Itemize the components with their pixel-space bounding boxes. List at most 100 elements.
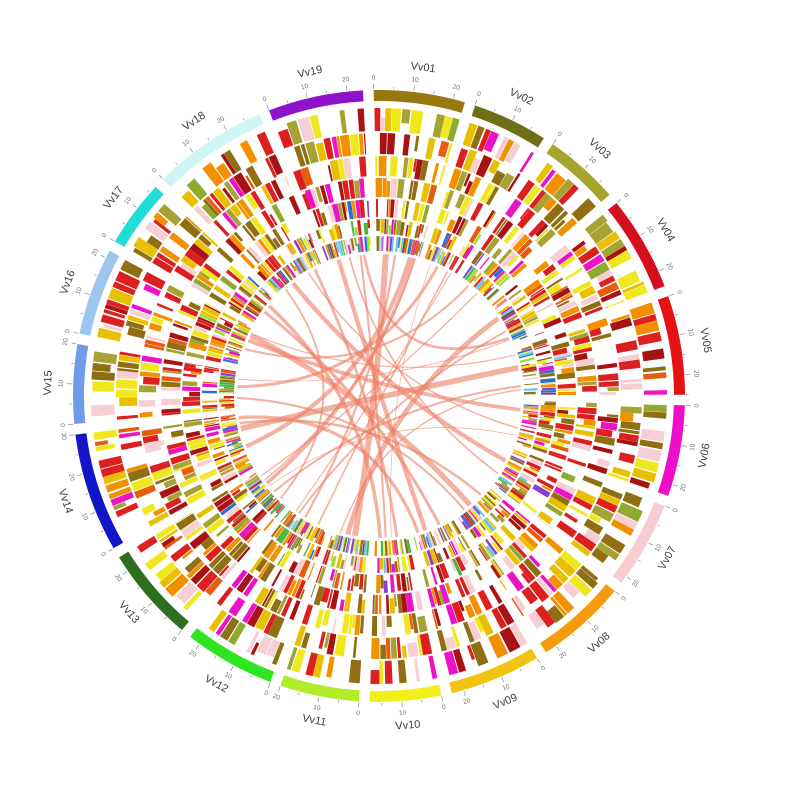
tile [229, 305, 241, 314]
tile [204, 422, 216, 426]
tile [351, 200, 357, 219]
tick [122, 571, 128, 575]
tile [461, 521, 469, 530]
tile [547, 605, 565, 624]
tile [337, 241, 343, 257]
tile [314, 527, 321, 539]
tile [305, 652, 318, 677]
tile [319, 185, 329, 205]
tile [569, 332, 589, 342]
tile [274, 525, 285, 539]
tile [167, 445, 188, 456]
tile [215, 614, 232, 636]
tile [399, 540, 402, 555]
tile [523, 279, 541, 294]
chromosome-label-Vv05: Vv05 [697, 327, 713, 354]
tile [161, 398, 181, 406]
tile [355, 200, 362, 219]
tile [552, 178, 574, 201]
tile [270, 254, 282, 268]
tick-label: 0 [64, 328, 72, 333]
chromosome-label-Vv15: Vv15 [42, 370, 55, 396]
tile [477, 613, 494, 636]
tile [508, 544, 524, 562]
tile [305, 141, 319, 164]
tile [370, 669, 380, 685]
tile [540, 377, 556, 384]
tick [147, 190, 150, 193]
tile [91, 404, 115, 417]
tile [429, 548, 438, 565]
tick [679, 333, 685, 335]
tile [285, 513, 296, 527]
tick [584, 164, 589, 169]
tile [163, 423, 183, 430]
tile [182, 386, 201, 392]
tile [226, 441, 239, 447]
tick [616, 198, 622, 203]
tile [519, 246, 533, 260]
tile [529, 454, 545, 463]
tick-label: 20 [452, 83, 461, 92]
tile [202, 162, 225, 187]
tile [379, 236, 381, 252]
tile [568, 328, 586, 337]
tile [372, 594, 375, 614]
tile [196, 570, 218, 593]
tick [453, 93, 456, 99]
tile [472, 526, 482, 538]
tile [277, 254, 287, 266]
tile [202, 390, 218, 394]
tile [115, 270, 141, 290]
tile [212, 333, 228, 342]
tile [359, 236, 364, 253]
tile [444, 636, 457, 650]
tile [557, 438, 571, 445]
tile [141, 355, 163, 364]
tick-label: 10 [501, 683, 511, 692]
tile [380, 540, 384, 556]
tile [142, 434, 159, 444]
tile [543, 197, 557, 212]
tile [523, 368, 537, 373]
tile [391, 540, 395, 556]
tile [508, 260, 524, 275]
tile [183, 366, 203, 373]
tile [451, 216, 463, 234]
tile [523, 391, 536, 395]
tick [286, 100, 289, 103]
tile [386, 615, 392, 628]
tile [430, 587, 438, 605]
tile [312, 209, 321, 228]
tile [544, 536, 564, 554]
tile [226, 424, 238, 428]
tile [279, 550, 292, 568]
tile [420, 182, 431, 203]
tile [267, 256, 280, 271]
tile [181, 549, 194, 560]
tile [172, 323, 189, 331]
tile [238, 198, 254, 218]
tile [326, 656, 335, 678]
tile [103, 309, 126, 319]
tile [227, 342, 243, 349]
tile [580, 565, 599, 581]
tile [193, 205, 213, 225]
tile [375, 199, 379, 218]
tile [400, 539, 404, 555]
tile [488, 159, 501, 175]
tile [426, 184, 438, 205]
tile [596, 231, 620, 251]
tile [196, 458, 213, 468]
tile [537, 510, 554, 525]
tile [545, 401, 556, 403]
tile [389, 156, 398, 177]
tile [575, 489, 597, 505]
tile [221, 562, 237, 580]
tile [276, 527, 288, 543]
tile [521, 420, 537, 426]
tick-label: 10 [645, 225, 655, 235]
tick-label: 20 [679, 483, 688, 492]
tile [533, 344, 549, 350]
tile [469, 157, 481, 174]
